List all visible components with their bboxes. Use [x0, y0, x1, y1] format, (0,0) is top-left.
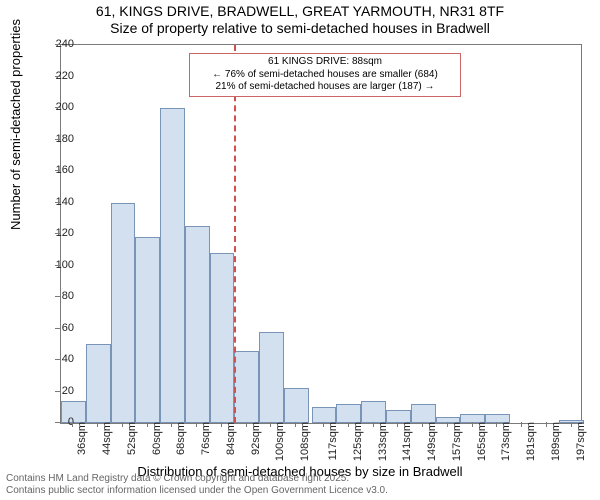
x-tick-label: 149sqm — [426, 422, 438, 472]
plot-area: 61 KINGS DRIVE: 88sqm ← 76% of semi-deta… — [60, 44, 582, 424]
x-tick-label: 181sqm — [525, 422, 537, 472]
histogram-bar — [336, 404, 361, 423]
histogram-bar — [259, 332, 284, 423]
x-tick-label: 197sqm — [575, 422, 587, 472]
histogram-bar — [135, 237, 160, 423]
annotation-box: 61 KINGS DRIVE: 88sqm ← 76% of semi-deta… — [189, 53, 461, 97]
x-tick-label: 100sqm — [274, 422, 286, 472]
histogram-bar — [210, 253, 235, 423]
x-tick-label: 133sqm — [377, 422, 389, 472]
x-tick-label: 173sqm — [500, 422, 512, 472]
histogram-bar — [111, 203, 136, 424]
x-tick-label: 108sqm — [299, 422, 311, 472]
x-tick-label: 36sqm — [76, 422, 88, 472]
histogram-bars — [61, 45, 581, 423]
x-tick-label: 125sqm — [352, 422, 364, 472]
x-tick-label: 117sqm — [327, 422, 339, 472]
annotation-line3: 21% of semi-detached houses are larger (… — [194, 81, 456, 94]
chart-title-line2: Size of property relative to semi-detach… — [0, 20, 600, 36]
annotation-line1: 61 KINGS DRIVE: 88sqm — [194, 56, 456, 69]
y-axis-label: Number of semi-detached properties — [8, 19, 23, 230]
chart-title-line1: 61, KINGS DRIVE, BRADWELL, GREAT YARMOUT… — [0, 3, 600, 19]
histogram-bar — [312, 407, 337, 423]
histogram-bar — [411, 404, 436, 423]
x-tick-label: 189sqm — [550, 422, 562, 472]
histogram-bar — [361, 401, 386, 423]
x-tick-label: 68sqm — [175, 422, 187, 472]
histogram-bar — [284, 388, 309, 423]
x-tick-label: 141sqm — [401, 422, 413, 472]
x-tick-label: 92sqm — [250, 422, 262, 472]
x-tick-label: 76sqm — [200, 422, 212, 472]
histogram-bar — [234, 351, 259, 423]
x-tick-label: 84sqm — [225, 422, 237, 472]
x-tick-label: 157sqm — [451, 422, 463, 472]
x-tick-label: 165sqm — [476, 422, 488, 472]
x-tick-label: 60sqm — [151, 422, 163, 472]
footer-line1: Contains HM Land Registry data © Crown c… — [6, 473, 388, 485]
histogram-bar — [160, 108, 185, 423]
annotation-line2: ← 76% of semi-detached houses are smalle… — [194, 69, 456, 82]
footer-text: Contains HM Land Registry data © Crown c… — [6, 473, 388, 497]
histogram-bar — [86, 344, 111, 423]
marker-line — [234, 45, 236, 423]
x-tick-label: 44sqm — [101, 422, 113, 472]
histogram-bar — [185, 226, 210, 423]
chart-container: 61, KINGS DRIVE, BRADWELL, GREAT YARMOUT… — [0, 0, 600, 500]
x-tick-label: 52sqm — [126, 422, 138, 472]
footer-line2: Contains public sector information licen… — [6, 485, 388, 497]
